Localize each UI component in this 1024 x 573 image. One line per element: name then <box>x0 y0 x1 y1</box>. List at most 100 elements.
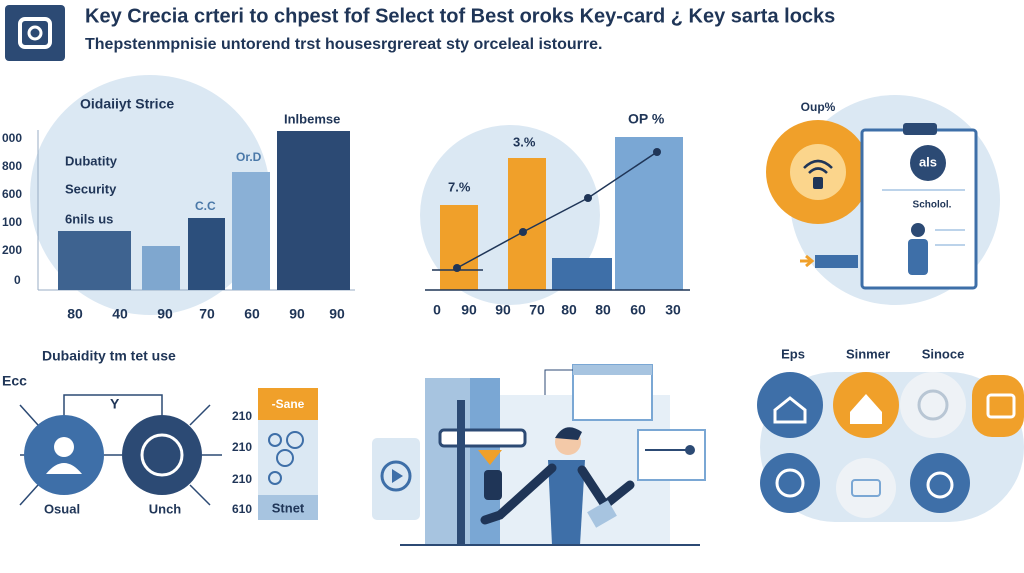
post <box>457 400 465 545</box>
x-label: 90 <box>157 306 173 322</box>
bar <box>552 258 612 290</box>
panel-title: Oidaiiyt Strice <box>80 96 174 112</box>
icon <box>775 468 805 498</box>
x-label: 90 <box>329 306 345 322</box>
logo-icon <box>27 25 43 41</box>
handle <box>438 428 527 448</box>
badge-circle <box>910 145 946 181</box>
card <box>587 500 617 528</box>
row-label: 210 <box>232 440 252 454</box>
lock-icon <box>813 177 823 189</box>
user-icon <box>46 463 82 474</box>
icon-circle <box>972 375 1024 437</box>
icon <box>286 431 304 449</box>
bar <box>142 246 180 290</box>
y-label: 000 <box>2 131 22 145</box>
y-label: 600 <box>2 187 22 201</box>
subtitle: Thepstenmpnisie untorend trst housesrgre… <box>85 36 602 53</box>
window-bar <box>573 365 652 375</box>
label: Security <box>65 181 117 196</box>
logo <box>5 5 65 61</box>
row-label: 210 <box>232 409 252 423</box>
x-label: 80 <box>561 302 577 318</box>
row-label: 610 <box>232 502 252 516</box>
person-hair <box>555 427 582 440</box>
mid-label: Y <box>110 396 120 412</box>
panel <box>637 429 706 481</box>
label: Eps <box>781 346 805 361</box>
bar <box>440 205 478 290</box>
row-label: 210 <box>232 472 252 486</box>
box-label: Stnet <box>272 500 305 515</box>
y-label: 0 <box>14 273 21 287</box>
x-label: 40 <box>112 306 128 322</box>
icon <box>986 393 1016 419</box>
box-label: -Sane <box>272 397 305 411</box>
dot <box>519 228 527 236</box>
title: Key Crecia crteri to chpest fof Select t… <box>85 5 835 27</box>
y-label: 200 <box>2 243 22 257</box>
person-body <box>548 460 585 545</box>
person-icon <box>911 223 925 237</box>
node <box>122 415 202 495</box>
node-label: Unch <box>149 501 182 516</box>
trend-line <box>456 151 658 269</box>
x-label: 80 <box>67 306 83 322</box>
slider-knob <box>685 445 695 455</box>
bar <box>58 231 131 290</box>
lock <box>484 470 502 500</box>
bar-label: Or.D <box>236 150 262 164</box>
icon <box>926 471 954 499</box>
icon-circle <box>760 453 820 513</box>
wifi-icon <box>803 159 833 174</box>
y-label: 100 <box>2 215 22 229</box>
x-label: 30 <box>665 302 681 318</box>
node-icon <box>140 433 184 477</box>
x-label: 80 <box>595 302 611 318</box>
bar <box>277 131 350 290</box>
label: Sinmer <box>846 346 890 361</box>
box-top <box>258 388 318 420</box>
icon <box>917 389 949 421</box>
play-icon <box>380 460 412 492</box>
x-label: 90 <box>461 302 477 318</box>
bar-label: C.C <box>195 199 216 213</box>
dot <box>653 148 661 156</box>
box-bottom <box>258 495 318 520</box>
badge-text: als <box>919 154 937 169</box>
node-label: Osual <box>44 501 80 516</box>
bar <box>188 218 225 290</box>
icon <box>276 449 294 467</box>
dot <box>584 194 592 202</box>
icon <box>773 396 807 424</box>
panel-title: Oup% <box>801 100 836 114</box>
tag <box>478 450 502 465</box>
y-label: 800 <box>2 159 22 173</box>
arrow <box>800 254 815 268</box>
bar <box>508 158 546 290</box>
user-icon <box>54 437 74 457</box>
play-icon <box>392 469 403 483</box>
bar-label: 7.% <box>448 179 471 194</box>
panel-title: Dubaidity tm tet use <box>42 348 176 364</box>
x-label: 60 <box>630 302 646 318</box>
person-icon <box>908 239 928 275</box>
x-label: 90 <box>289 306 305 322</box>
icon-circle <box>900 372 966 438</box>
bar-label: OP % <box>628 111 665 127</box>
person-arm <box>480 463 557 525</box>
x-label: 0 <box>433 302 441 318</box>
bar <box>615 137 683 290</box>
badge-inner <box>790 144 846 200</box>
bar-label: Inlbemse <box>284 111 340 126</box>
y-labels: 000 800 600 100 200 0 <box>2 131 22 287</box>
label: 6nils us <box>65 211 113 226</box>
connector <box>544 369 573 395</box>
caption: Scholol. <box>913 200 952 211</box>
clip <box>903 123 937 135</box>
x-label: 70 <box>199 306 215 322</box>
x-label: 90 <box>495 302 511 318</box>
corner-label: Ecc <box>2 373 27 389</box>
bar <box>232 172 270 290</box>
dot <box>453 264 461 272</box>
